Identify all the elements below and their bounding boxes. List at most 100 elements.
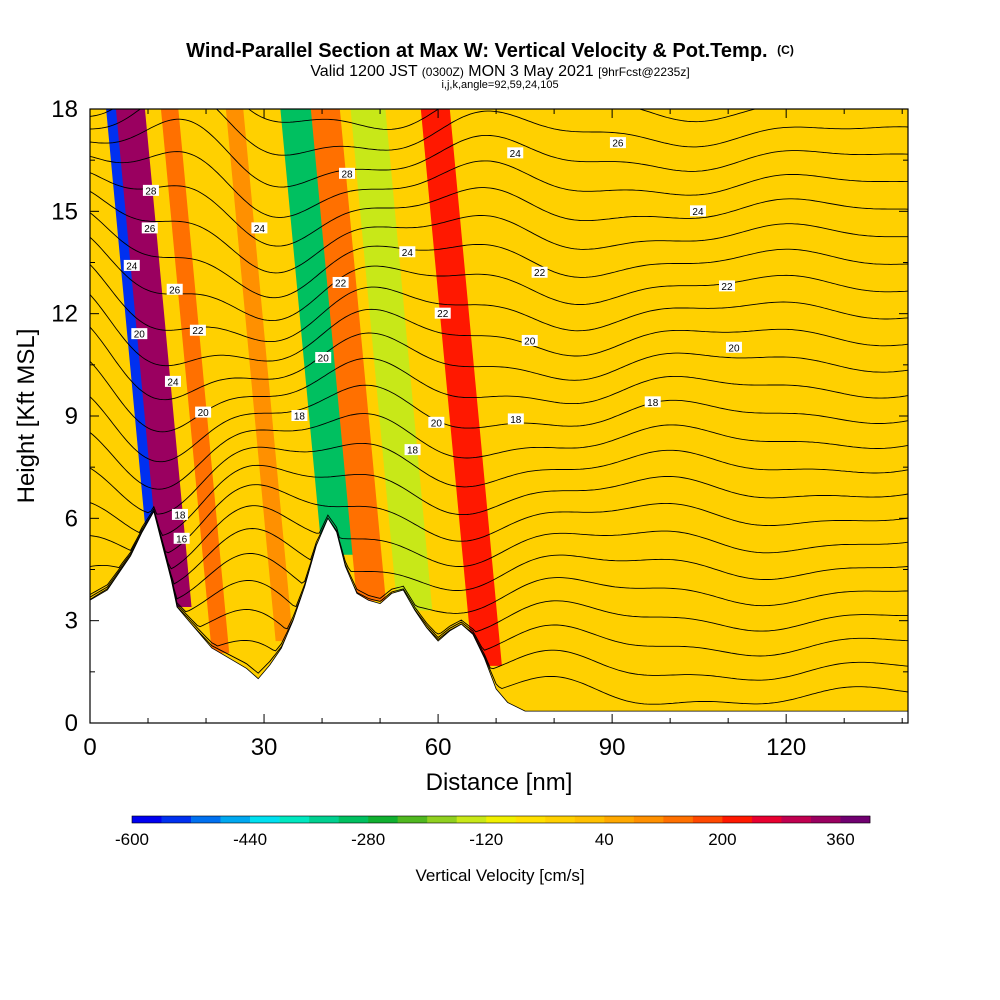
isentrope-line: [90, 442, 908, 515]
velocity-background: [90, 109, 908, 723]
theta-label-text: 20: [134, 330, 146, 341]
isentrope-line: [90, 151, 908, 218]
y-tick-label: 3: [65, 608, 78, 635]
theta-label: 18: [507, 413, 524, 426]
theta-label: 20: [428, 416, 445, 429]
colorbar-tick-label: -280: [351, 830, 385, 849]
theta-label-text: 24: [167, 377, 179, 388]
theta-label: 24: [507, 147, 524, 160]
theta-label-text: 26: [612, 139, 624, 150]
velocity-band-7: [225, 109, 294, 642]
valid-date: MON 3 May 2021: [468, 63, 593, 80]
colorbar-swatch: [545, 816, 576, 823]
colorbar-swatch: [663, 816, 694, 823]
theta-label-text: 28: [341, 169, 353, 180]
theta-label-text: 16: [176, 534, 188, 545]
isentrope-line: [90, 357, 908, 433]
colorbar-swatch: [604, 816, 635, 823]
colorbar-swatch: [574, 816, 605, 823]
theta-label-text: 20: [318, 354, 330, 365]
velocity-band-6: [160, 109, 230, 654]
y-axis-label: Height [Kft MSL]: [13, 329, 40, 504]
forecast-info: [9hrFcst@2235z]: [598, 65, 690, 79]
colorbar-swatch: [722, 816, 753, 823]
y-tick-label: 12: [51, 301, 78, 328]
terrain-mask: [90, 510, 908, 723]
isentrope-line: [90, 513, 908, 595]
isentrope-line: [90, 514, 908, 614]
y-tick-label: 9: [65, 403, 78, 430]
isentrope-line: [90, 520, 908, 705]
colorbar-swatch: [692, 816, 723, 823]
colorbar-swatch: [456, 816, 487, 823]
theta-label: 24: [164, 375, 181, 388]
valid-time: Valid 1200 JST: [310, 63, 418, 80]
theta-label-text: 20: [198, 408, 210, 419]
colorbar-swatch: [250, 816, 280, 823]
x-tick-label: 30: [251, 734, 278, 761]
colorbar: -600 -440 -280 -120 40 200 360: [115, 815, 871, 849]
theta-label: 22: [434, 307, 451, 320]
colorbar-swatch: [840, 816, 871, 823]
chart-title-main: Wind-Parallel Section at Max W: Vertical…: [186, 40, 767, 62]
theta-label-text: 20: [728, 343, 740, 354]
theta-label-text: 22: [192, 326, 204, 337]
colorbar-tick-label: -440: [233, 830, 267, 849]
isentrope-line: [90, 190, 908, 274]
theta-label-text: 18: [294, 412, 306, 423]
theta-label: 20: [725, 341, 742, 354]
theta-label: 24: [123, 259, 140, 272]
colorbar-swatch: [279, 816, 310, 823]
theta-label-text: 24: [402, 248, 414, 259]
isentrope-line: [90, 517, 908, 657]
theta-label: 20: [195, 406, 212, 419]
colorbar-tick-label: 40: [595, 830, 614, 849]
theta-label-text: 26: [144, 224, 156, 235]
chart-title: Wind-Parallel Section at Max W: Vertical…: [186, 40, 794, 62]
theta-label: 28: [339, 167, 356, 180]
isentrope-line: [90, 212, 908, 299]
isentrope-line: [90, 464, 908, 536]
theta-label-text: 22: [534, 268, 546, 279]
x-axis-label: Distance [nm]: [426, 769, 573, 796]
theta-label-text: 18: [407, 446, 419, 457]
theta-label-text: 20: [524, 336, 536, 347]
y-tick-label: 6: [65, 505, 78, 532]
theta-label-text: 18: [174, 510, 186, 521]
colorbar-swatch: [191, 816, 221, 823]
velocity-band-5: [420, 109, 502, 666]
theta-label-text: 18: [510, 415, 522, 426]
colorbar-tick-label: 200: [708, 830, 736, 849]
theta-label: 26: [141, 222, 158, 235]
grid-indices: i,j,k,angle=92,59,24,105: [441, 79, 558, 91]
theta-label: 18: [171, 508, 188, 521]
theta-label-text: 22: [721, 282, 733, 293]
y-tick-label: 0: [65, 710, 78, 737]
theta-label: 22: [189, 324, 206, 337]
colorbar-swatch: [515, 816, 546, 823]
theta-label-text: 26: [169, 285, 181, 296]
x-axis: 0 30 60 90 120: [83, 109, 903, 761]
isentrope-line: [90, 326, 908, 401]
theta-label: 24: [251, 222, 268, 235]
x-tick-label: 90: [599, 734, 626, 761]
isentrope-line: [90, 294, 908, 367]
theta-label: 24: [689, 205, 706, 218]
theta-label: 20: [315, 352, 332, 365]
theta-label-text: 22: [437, 309, 449, 320]
theta-label: 18: [404, 444, 421, 457]
theta-label: 18: [291, 410, 308, 423]
colorbar-swatch: [810, 816, 841, 823]
theta-label-text: 18: [647, 398, 659, 409]
chart-title-mark: (C): [777, 43, 794, 57]
theta-label: 26: [609, 137, 626, 150]
colorbar-tick-label: -600: [115, 830, 149, 849]
colorbar-swatch: [633, 816, 664, 823]
isentrope-line: [90, 516, 908, 635]
x-tick-label: 60: [425, 734, 452, 761]
colorbar-swatch: [161, 816, 192, 823]
y-axis: 0 3 6 9 12 15 18: [51, 96, 908, 737]
theta-label-text: 20: [431, 418, 443, 429]
isentrope-line: [90, 413, 908, 490]
